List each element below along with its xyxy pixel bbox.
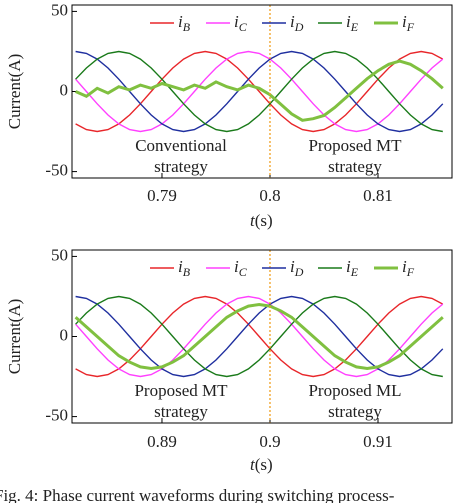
y-tick-label: -50 — [45, 160, 68, 179]
annotation: Proposed ML — [308, 381, 401, 400]
annotation: strategy — [154, 157, 208, 176]
series-line — [74, 302, 444, 371]
annotation: strategy — [328, 402, 382, 421]
legend-label: iC — [234, 12, 248, 34]
series-line — [75, 295, 444, 378]
legend-label: iB — [178, 257, 191, 279]
x-tick-label: 0.9 — [259, 432, 280, 451]
series-line — [75, 50, 444, 133]
legend-label: iF — [402, 257, 415, 279]
legend-label: iE — [346, 257, 359, 279]
legend-label: iD — [290, 12, 304, 34]
x-tick-label: 0.91 — [363, 432, 393, 451]
x-tick-label: 0.79 — [147, 186, 177, 205]
series-line — [75, 295, 444, 378]
y-axis-label: Current(A) — [5, 54, 24, 130]
plot-frame — [71, 4, 453, 179]
series-line — [74, 59, 444, 122]
series-line — [75, 295, 443, 378]
series-line — [75, 50, 444, 133]
series-line — [75, 50, 443, 133]
y-tick-label: 50 — [51, 0, 68, 19]
plot-frame — [71, 249, 453, 424]
legend-label: iD — [290, 257, 304, 279]
legend-label: iE — [346, 12, 359, 34]
y-axis-label: Current(A) — [5, 299, 24, 375]
x-tick-label: 0.81 — [363, 186, 393, 205]
y-tick-label: 50 — [51, 245, 68, 264]
legend-label: iC — [234, 257, 248, 279]
annotation: Proposed MT — [308, 136, 402, 155]
annotation: strategy — [154, 402, 208, 421]
caption: Fig. 4: Phase current waveforms during s… — [0, 486, 395, 503]
annotation: strategy — [328, 157, 382, 176]
y-tick-label: -50 — [45, 405, 68, 424]
x-tick-label: 0.89 — [147, 432, 177, 451]
x-axis-label: t(s) — [250, 211, 273, 230]
y-tick-label: 0 — [60, 325, 69, 344]
series-line — [75, 50, 444, 133]
x-axis-label: t(s) — [250, 455, 273, 474]
legend-label: iB — [178, 12, 191, 34]
annotation: Proposed MT — [134, 381, 228, 400]
x-tick-label: 0.8 — [259, 186, 280, 205]
legend-label: iF — [402, 12, 415, 34]
annotation: Conventional — [135, 136, 227, 155]
y-tick-label: 0 — [60, 80, 69, 99]
